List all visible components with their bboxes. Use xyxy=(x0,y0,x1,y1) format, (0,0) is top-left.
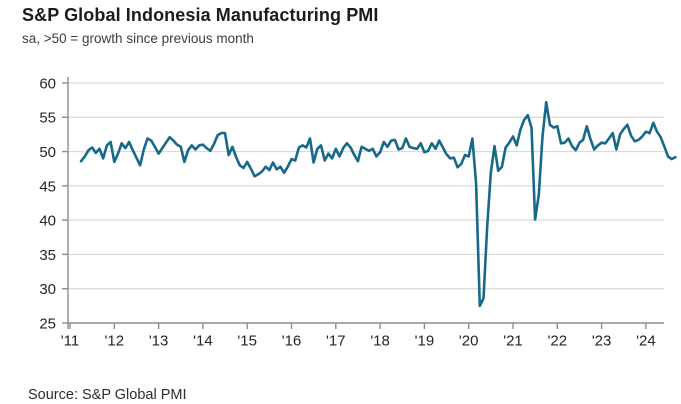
x-tick-label: '23 xyxy=(592,332,612,349)
y-tick-label: 60 xyxy=(39,75,56,92)
x-tick-label: '11 xyxy=(61,332,79,349)
x-tick-label: '13 xyxy=(149,332,169,349)
y-tick-label: 45 xyxy=(39,178,56,195)
source-note: Source: S&P Global PMI xyxy=(28,387,187,403)
y-tick-label: 55 xyxy=(39,110,56,127)
x-tick-label: '17 xyxy=(326,332,346,349)
x-tick-label: '12 xyxy=(105,332,125,349)
y-tick-label: 30 xyxy=(39,281,56,298)
x-tick-label: '14 xyxy=(193,332,213,349)
y-tick-label: 50 xyxy=(39,144,56,161)
pmi-series-line xyxy=(79,100,677,308)
x-tick-label: '19 xyxy=(415,332,435,349)
x-tick-label: '15 xyxy=(237,332,257,349)
chart-subtitle: sa, >50 = growth since previous month xyxy=(22,31,254,46)
chart-title: S&P Global Indonesia Manufacturing PMI xyxy=(22,5,379,25)
x-tick-label: '18 xyxy=(370,332,390,349)
x-tick-label: '20 xyxy=(459,332,479,349)
y-tick-label: 25 xyxy=(39,315,56,332)
x-tick-label: '24 xyxy=(636,332,656,349)
y-tick-label: 40 xyxy=(39,213,56,230)
x-tick-label: '16 xyxy=(282,332,302,349)
y-tick-label: 35 xyxy=(39,247,56,264)
x-tick-label: '22 xyxy=(548,332,568,349)
x-tick-label: '21 xyxy=(503,332,523,349)
